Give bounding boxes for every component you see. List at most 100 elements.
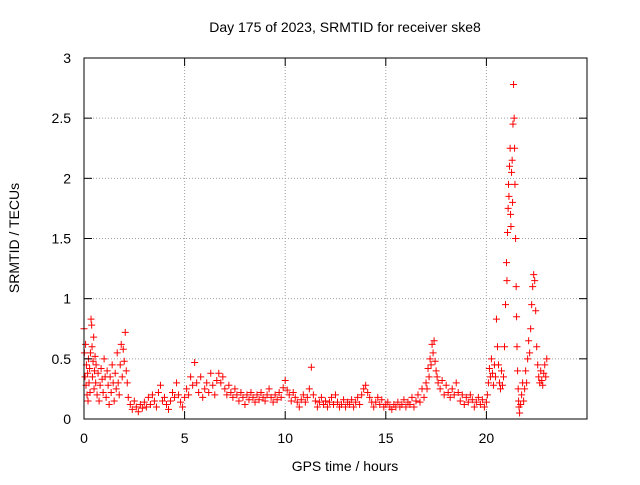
- data-point: [267, 393, 275, 401]
- data-point: [532, 307, 540, 315]
- data-point: [529, 283, 537, 291]
- data-point: [89, 357, 97, 365]
- data-point: [356, 401, 364, 409]
- data-point: [327, 393, 335, 401]
- data-point: [245, 396, 253, 404]
- data-point: [485, 364, 493, 372]
- data-point: [120, 357, 128, 365]
- data-point: [241, 401, 249, 409]
- data-point: [416, 398, 424, 406]
- data-point: [540, 369, 548, 377]
- chart-title: Day 175 of 2023, SRMTID for receiver ske…: [209, 19, 481, 35]
- data-point: [84, 369, 92, 377]
- data-point: [510, 114, 518, 122]
- data-point: [491, 373, 499, 381]
- data-point: [231, 385, 239, 393]
- data-point: [136, 401, 144, 409]
- data-point: [97, 364, 105, 372]
- data-point: [233, 391, 241, 399]
- data-point: [114, 379, 122, 387]
- data-point: [225, 381, 233, 389]
- data-point: [338, 401, 346, 409]
- data-point: [122, 367, 130, 375]
- data-point: [301, 398, 309, 406]
- data-point: [506, 162, 514, 170]
- data-point: [203, 379, 211, 387]
- data-point: [488, 369, 496, 377]
- data-point: [119, 345, 127, 353]
- data-point: [478, 396, 486, 404]
- data-point: [535, 373, 543, 381]
- data-point: [427, 361, 435, 369]
- data-point: [185, 391, 193, 399]
- data-point: [311, 397, 319, 405]
- data-point: [432, 367, 440, 375]
- x-tick-label: 15: [378, 430, 394, 446]
- data-point: [100, 355, 108, 363]
- data-point: [514, 367, 522, 375]
- data-point: [158, 397, 166, 405]
- data-point: [92, 361, 100, 369]
- points-layer: [80, 80, 551, 417]
- data-point: [247, 389, 255, 397]
- data-point: [522, 367, 530, 375]
- data-point: [325, 398, 333, 406]
- data-point: [305, 385, 313, 393]
- data-point: [259, 393, 267, 401]
- data-point: [420, 393, 428, 401]
- data-point: [199, 393, 207, 401]
- data-point: [538, 376, 546, 384]
- data-point: [313, 403, 321, 411]
- data-point: [452, 379, 460, 387]
- data-point: [126, 401, 134, 409]
- data-point: [424, 364, 432, 372]
- data-point: [229, 393, 237, 401]
- data-point: [364, 389, 372, 397]
- data-point: [82, 340, 90, 348]
- data-point: [289, 389, 297, 397]
- data-point: [431, 357, 439, 365]
- data-point: [317, 393, 325, 401]
- y-tick-label: 2: [63, 170, 71, 186]
- data-point: [237, 389, 245, 397]
- data-point: [211, 391, 219, 399]
- data-point: [502, 301, 510, 309]
- data-point: [95, 397, 103, 405]
- data-point: [223, 391, 231, 399]
- data-point: [514, 385, 522, 393]
- data-point: [446, 393, 454, 401]
- data-point: [454, 389, 462, 397]
- data-point: [426, 355, 434, 363]
- data-point: [191, 358, 199, 366]
- data-point: [293, 398, 301, 406]
- data-point: [374, 393, 382, 401]
- data-point: [279, 384, 287, 392]
- data-point: [261, 397, 269, 405]
- data-point: [342, 403, 350, 411]
- data-point: [524, 355, 532, 363]
- data-point: [299, 391, 307, 399]
- data-point: [530, 271, 538, 279]
- data-point: [128, 405, 136, 413]
- data-point: [113, 349, 121, 357]
- data-point: [493, 343, 501, 351]
- data-point: [388, 405, 396, 413]
- data-point: [350, 403, 358, 411]
- data-point: [504, 204, 512, 212]
- data-point: [434, 379, 442, 387]
- data-point: [329, 401, 337, 409]
- grid-layer: [84, 58, 587, 419]
- data-point: [152, 403, 160, 411]
- data-point: [107, 389, 115, 397]
- data-point: [112, 385, 120, 393]
- data-point: [189, 381, 197, 389]
- data-point: [422, 379, 430, 387]
- data-point: [217, 379, 225, 387]
- data-point: [428, 340, 436, 348]
- data-point: [542, 373, 550, 381]
- data-point: [150, 397, 158, 405]
- data-point: [541, 361, 549, 369]
- data-point: [86, 389, 94, 397]
- data-point: [505, 180, 513, 188]
